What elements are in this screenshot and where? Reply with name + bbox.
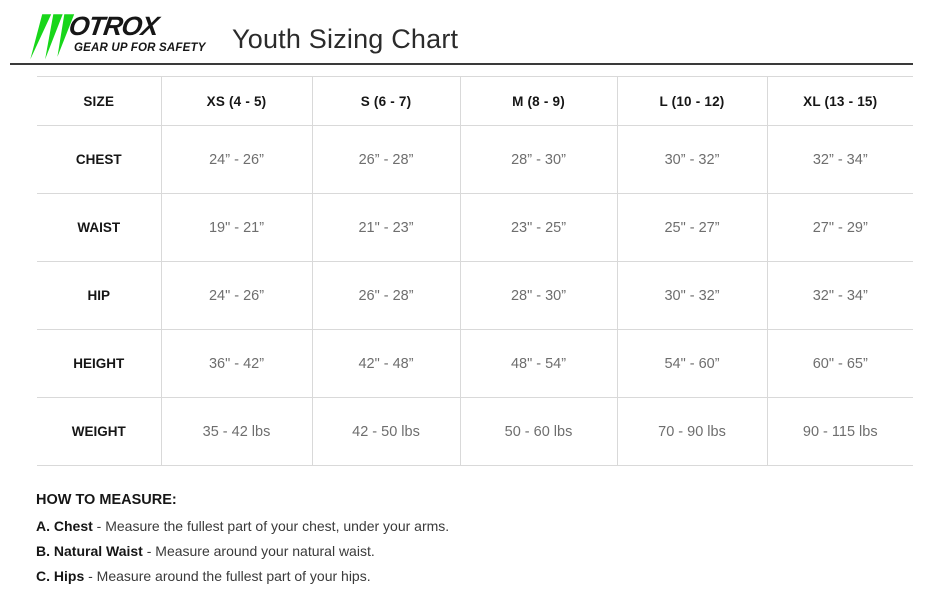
svg-text:OTROX: OTROX bbox=[67, 11, 163, 41]
svg-text:GEAR UP FOR SAFETY: GEAR UP FOR SAFETY bbox=[74, 42, 207, 54]
